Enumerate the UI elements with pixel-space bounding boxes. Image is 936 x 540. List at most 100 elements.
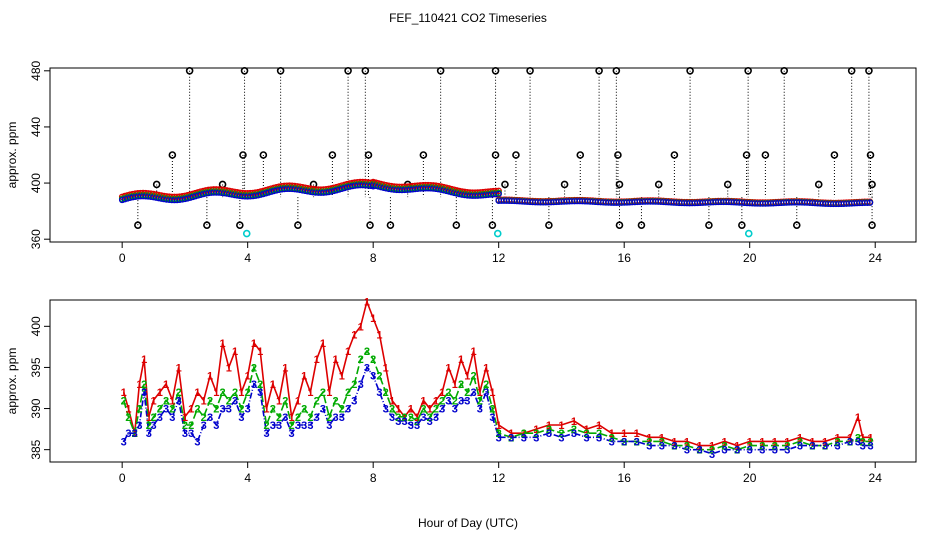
series-3-marker: 3	[326, 420, 332, 432]
series-2-marker: 2	[226, 395, 232, 407]
series-1-marker: 1	[772, 436, 778, 448]
series-2-marker: 2	[433, 404, 439, 416]
series-2-marker: 2	[489, 404, 495, 416]
series-2-marker: 2	[834, 436, 840, 448]
outlier-point-low	[488, 221, 497, 229]
series-1-marker: 1	[220, 338, 226, 350]
series-3-marker: 3	[696, 445, 702, 457]
series-1-marker: 1	[326, 387, 332, 399]
bottom-xtick-label: 20	[743, 471, 757, 485]
series-3-marker: 3	[289, 428, 295, 440]
series-3-marker: 3	[238, 412, 244, 424]
series-1-marker: 1	[583, 424, 589, 436]
series-3-marker: 3	[163, 404, 169, 416]
series-3-marker: 3	[251, 379, 257, 391]
outlier-point-mid	[364, 151, 373, 159]
series-2-marker: 2	[797, 436, 803, 448]
series-1-marker: 1	[257, 346, 263, 358]
series-1-marker: 1	[496, 420, 502, 432]
outlier-point-low	[792, 221, 801, 229]
series-1-marker: 1	[232, 346, 238, 358]
series-1-marker: 1	[439, 387, 445, 399]
series-3-marker: 3	[194, 436, 200, 448]
outlier-point-low	[452, 221, 461, 229]
series-3-marker: 3	[282, 412, 288, 424]
outlier-point-mid	[614, 151, 622, 159]
outlier-point-mid	[419, 151, 428, 159]
series-3-marker: 3	[860, 441, 866, 453]
series-2-marker: 2	[364, 346, 370, 358]
series-1-marker: 1	[458, 354, 464, 366]
series-2-marker: 2	[207, 395, 213, 407]
outlier-point-mid	[512, 151, 520, 159]
series-2-marker: 2	[232, 387, 238, 399]
series-3-marker: 3	[383, 404, 389, 416]
series-2-marker: 2	[276, 412, 282, 424]
series-1-marker: 1	[169, 395, 175, 407]
outlier-point-399	[152, 180, 161, 189]
series-1-marker: 1	[207, 371, 213, 383]
series-2-marker: 2	[326, 412, 332, 424]
series-1-marker: 1	[332, 354, 338, 366]
panel-top-y-axis: 360 400 440 480	[29, 60, 50, 249]
series-2-marker: 2	[759, 441, 765, 453]
series-1-marker: 1	[855, 412, 861, 424]
series-2-marker: 2	[320, 387, 326, 399]
series-3-marker: 3	[427, 416, 433, 428]
series-3-marker: 3	[496, 432, 502, 444]
flag-point	[242, 229, 251, 238]
series-1-marker: 1	[521, 428, 527, 440]
series-1-marker: 1	[860, 432, 866, 444]
series-2-marker: 2	[458, 379, 464, 391]
series-3-marker: 3	[146, 428, 152, 440]
outlier-point-mid	[239, 151, 247, 159]
series-1-marker: 1	[213, 387, 219, 399]
series-2-marker: 2	[270, 404, 276, 416]
series-3-marker: 3	[201, 420, 207, 432]
series-2-marker: 2	[621, 436, 627, 448]
series-1-marker: 1	[747, 436, 753, 448]
series-3-marker: 3	[188, 428, 194, 440]
series-3-marker: 3	[822, 441, 828, 453]
outlier-point-high	[491, 67, 500, 75]
series-3-marker: 3	[408, 420, 414, 432]
series-3-marker: 3	[464, 395, 470, 407]
series-3-marker: 3	[136, 420, 142, 432]
series-2-marker: 2	[282, 395, 288, 407]
panel-bottom-line: 1111111111111111111111111111111111111111…	[5, 297, 917, 485]
series-2-marker: 2	[194, 404, 200, 416]
series-3-line	[123, 365, 871, 455]
outlier-point-mid	[761, 151, 770, 159]
bottom-xtick-label: 24	[869, 471, 883, 485]
series-2-marker: 2	[609, 432, 615, 444]
outlier-point-high	[865, 67, 873, 75]
series-2-marker: 2	[408, 412, 414, 424]
series-1-marker: 1	[270, 379, 276, 391]
outlier-point-high	[780, 67, 789, 75]
series-2-marker: 2	[245, 387, 251, 399]
bottom-xtick-label: 12	[492, 471, 506, 485]
series-2-marker: 2	[464, 387, 470, 399]
series-1-marker: 1	[339, 371, 345, 383]
series-3-marker: 3	[722, 445, 728, 457]
series-1-marker: 1	[320, 338, 326, 350]
series-3-marker: 3	[414, 420, 420, 432]
series-1-marker: 1	[634, 428, 640, 440]
flag-point	[493, 229, 502, 238]
outlier-point-high	[744, 67, 752, 75]
series-3-marker: 3	[376, 387, 382, 399]
series-1-marker: 1	[226, 362, 232, 374]
series-3-marker: 3	[759, 445, 765, 457]
series-3-marker: 3	[220, 404, 226, 416]
series-1-marker: 1	[477, 387, 483, 399]
series-1-marker: 1	[867, 432, 873, 444]
outlier-point-high	[526, 67, 534, 75]
series-3-marker: 3	[141, 387, 147, 399]
series-3-marker: 3	[276, 420, 282, 432]
series-3-marker: 3	[546, 428, 552, 440]
series-2-marker: 2	[477, 395, 483, 407]
outlier-point-high	[847, 67, 856, 75]
outlier-point-low	[294, 221, 302, 229]
series-3-marker: 3	[659, 441, 665, 453]
outlier-point-399	[560, 180, 569, 189]
